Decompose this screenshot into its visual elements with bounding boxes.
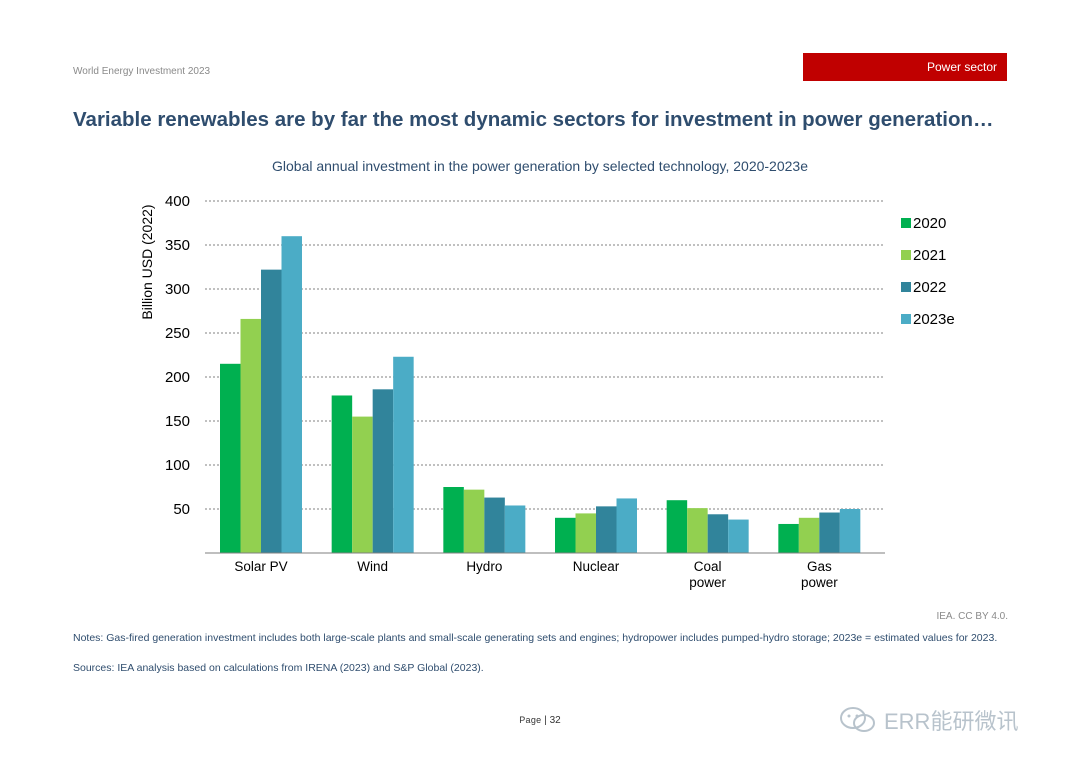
bar — [687, 508, 708, 553]
bar — [281, 236, 302, 553]
y-tick-label: 100 — [165, 457, 190, 474]
legend-label: 2020 — [913, 215, 946, 232]
page-separator: | — [541, 715, 550, 726]
y-tick-label: 200 — [165, 369, 190, 386]
bar — [596, 506, 617, 553]
bar — [728, 519, 749, 553]
page-number: Page | 32 — [0, 715, 1080, 726]
chart-axes: 50 100 150 200 250 300 350 400 Billion USD (2022… — [139, 193, 885, 590]
bar — [555, 517, 576, 553]
report-title: World Energy Investment 2023 — [73, 66, 211, 77]
y-tick-label: 150 — [165, 413, 190, 430]
section-tag: Power sector — [803, 53, 1007, 81]
page-number-value: 32 — [549, 715, 561, 726]
bar — [443, 487, 464, 553]
bar — [372, 389, 394, 553]
y-tick-label: 300 — [165, 281, 190, 298]
y-tick-label: 400 — [165, 193, 190, 210]
bar — [798, 517, 820, 553]
notes: Notes: Gas-fired generation investment i… — [73, 632, 998, 644]
legend-swatch — [901, 218, 911, 228]
x-tick-label: power — [801, 575, 838, 590]
chart-title: Global annual investment in the power ge… — [272, 158, 808, 174]
bar — [240, 318, 261, 553]
x-tick-label: power — [689, 575, 726, 590]
bar — [261, 269, 282, 553]
y-tick-label: 350 — [165, 237, 190, 254]
bar — [484, 497, 505, 553]
legend-label: 2021 — [913, 247, 946, 264]
wechat-icon — [840, 707, 875, 732]
bar — [352, 416, 373, 553]
y-tick-label: 50 — [173, 501, 190, 518]
bar — [666, 500, 688, 553]
y-axis-label: Billion USD (2022) — [139, 204, 155, 319]
chart-bars — [220, 236, 861, 553]
watermark-text: ERR能研微讯 — [884, 709, 1019, 734]
bar — [707, 514, 729, 553]
bar — [463, 489, 485, 553]
bar — [839, 509, 861, 553]
bar — [331, 395, 353, 553]
sources: Sources: IEA analysis based on calculati… — [73, 662, 484, 674]
bar — [575, 513, 596, 553]
bar — [220, 363, 241, 553]
legend-swatch — [901, 314, 911, 324]
legend-label: 2023e — [913, 311, 955, 328]
x-tick-label: Nuclear — [573, 559, 620, 574]
x-tick-label: Solar PV — [234, 559, 287, 574]
x-tick-label: Wind — [357, 559, 388, 574]
legend-label: 2022 — [913, 279, 946, 296]
legend-swatch — [901, 250, 911, 260]
bar — [778, 523, 799, 553]
x-tick-label: Hydro — [466, 559, 502, 574]
x-tick-label: Coal — [694, 559, 722, 574]
bar — [616, 498, 637, 553]
watermark: ERR能研微讯 — [838, 700, 1048, 740]
chart-legend: 2020 2021 2022 2023e — [901, 215, 955, 328]
legend-swatch — [901, 282, 911, 292]
bar — [504, 505, 526, 553]
page-label: Page — [519, 715, 542, 725]
y-tick-label: 250 — [165, 325, 190, 342]
bar — [819, 512, 840, 553]
x-tick-label: Gas — [807, 559, 832, 574]
chart-grid — [205, 200, 885, 510]
headline: Variable renewables are by far the most … — [73, 108, 994, 131]
bar — [393, 356, 414, 553]
credit: IEA. CC BY 4.0. — [936, 611, 1008, 622]
